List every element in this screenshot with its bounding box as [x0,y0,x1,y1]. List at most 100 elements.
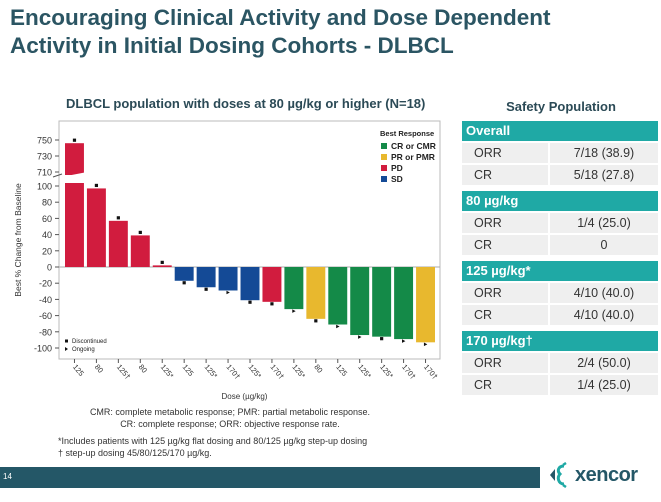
slide-title-line-2: Activity in Initial Dosing Cohorts - DLB… [10,33,454,58]
legend-swatch [381,154,387,160]
legend-label: PR or PMR [391,152,435,162]
legend-title: Best Response [380,129,434,138]
discontinued-marker [182,281,186,285]
bar [130,235,150,267]
safety-value: 7/18 (38.9) [550,143,658,163]
bar [65,183,84,267]
abbrev-note-1: CMR: complete metabolic response; PMR: p… [89,407,371,417]
bar [416,267,435,343]
ongoing-marker [358,335,362,339]
marker-legend-label: Discontinued [72,339,107,345]
legend-label: PD [391,163,403,173]
safety-row: CR 4/10 (40.0) [462,305,658,325]
discontinued-marker [94,183,99,188]
safety-title: Safety Population [506,99,616,114]
safety-metric: CR [462,235,548,255]
bar [86,188,106,267]
legend-label: SD [391,174,403,184]
bar [174,267,194,281]
x-tick-label: 170† [268,363,286,382]
axis-break-mark [52,173,63,178]
discontinued-marker [116,216,120,220]
y-tick-label: 80 [42,198,52,208]
y-tick-label: 20 [42,246,52,256]
legend-swatch [381,143,387,149]
ongoing-marker [336,324,340,329]
x-tick-label: 125* [290,363,307,381]
bar [108,220,128,267]
bar [240,267,260,301]
x-tick-label: 125* [246,363,263,381]
safety-value: 4/10 (40.0) [550,305,658,325]
safety-value: 1/4 (25.0) [550,213,658,233]
x-tick-label: 80 [137,363,149,375]
abbrev-note-2: CR: complete response; ORR: objective re… [120,419,340,429]
safety-row: CR 1/4 (25.0) [462,375,658,395]
safety-group-header: 80 µg/kg [462,191,658,211]
x-tick-label: 80 [312,363,324,375]
safety-table: Overall ORR 7/18 (38.9) CR 5/18 (27.8) 80 µg/… [462,121,658,401]
bar [196,267,216,288]
bar-break [63,172,86,180]
discontinued-marker [380,337,384,341]
bar [152,265,172,267]
safety-value: 0 [550,235,658,255]
xencor-logo-text: xencor [575,463,638,486]
safety-row: ORR 7/18 (38.9) [462,143,658,163]
slide-title-line-1: Encouraging Clinical Activity and Dose D… [10,5,551,30]
bar [350,267,370,336]
x-tick-label: 125 [71,363,86,378]
bar [218,267,238,291]
legend-swatch [381,165,387,171]
safety-value: 2/4 (50.0) [550,353,658,373]
safety-metric: CR [462,375,548,395]
discontinued-marker [314,319,318,323]
safety-metric: ORR [462,143,548,163]
safety-group-header: Overall [462,121,658,141]
y-tick-label: 0 [47,263,52,273]
footer-bar: 14 [0,467,540,488]
discontinued-marker [204,287,208,291]
bar [284,267,304,310]
bar [306,267,326,319]
bar [372,267,392,337]
y-tick-label: 60 [42,214,52,224]
ongoing-marker [226,290,230,295]
safety-metric: CR [462,165,548,185]
y-tick-label: 710 [37,168,52,178]
bar [328,267,348,325]
y-tick-label: 730 [37,152,52,162]
ongoing-marker [401,339,406,343]
chart-title: DLBCL population with doses at 80 µg/kg … [66,96,426,111]
safety-metric: ORR [462,213,548,233]
y-tick-label: -80 [39,327,52,337]
safety-row: ORR 1/4 (25.0) [462,213,658,233]
y-tick-label: -40 [39,295,52,305]
footnote-dagger: † step-up dosing 45/80/125/170 µg/kg. [58,448,212,458]
discontinued-marker [72,138,77,142]
legend-swatch [381,176,387,182]
safety-value: 1/4 (25.0) [550,375,658,395]
safety-metric: ORR [462,353,548,373]
safety-group-header: 125 µg/kg* [462,261,658,281]
x-tick-label: 125* [159,363,176,381]
xencor-logo: xencor [548,462,638,488]
x-axis-label: Dose (µg/kg) [222,392,268,401]
bar [262,267,282,302]
y-axis-label: Best % Change from Baseline [13,183,23,297]
safety-row: CR 5/18 (27.8) [462,165,658,185]
x-tick-label: 80 [93,363,105,375]
safety-value: 5/18 (27.8) [550,165,658,185]
safety-value: 4/10 (40.0) [550,283,658,303]
safety-row: ORR 2/4 (50.0) [462,353,658,373]
xencor-logo-icon [550,462,567,488]
x-tick-label: 125* [203,363,220,381]
y-tick-label: 100 [37,182,52,192]
marker-legend-label: Ongoing [72,347,95,353]
x-tick-label: 125 [181,363,196,378]
x-tick-label: 170† [225,363,243,382]
discontinued-marker [248,300,252,304]
x-tick-label: 125* [356,363,373,381]
y-tick-label: -100 [34,344,52,354]
x-tick-label: 125 [334,363,349,378]
